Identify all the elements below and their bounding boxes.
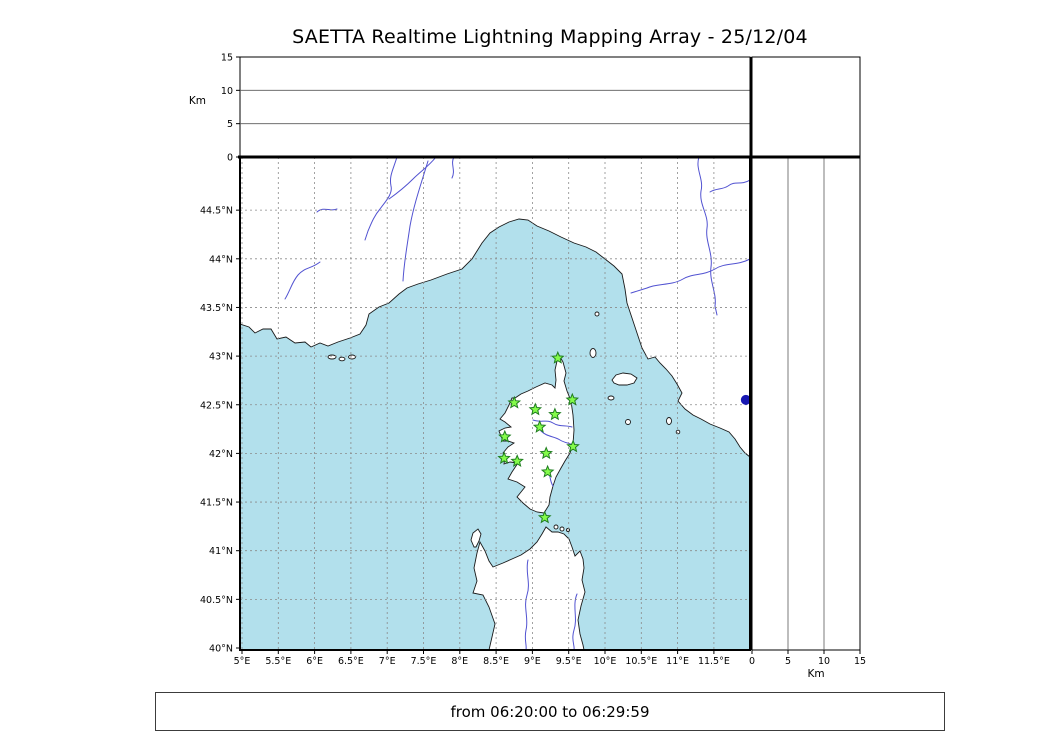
lma-station-marker <box>532 420 547 433</box>
plot-title: SAETTA Realtime Lightning Mapping Array … <box>292 26 808 48</box>
corner-panel <box>751 56 861 158</box>
km-tick-label: 5 <box>227 119 233 130</box>
river-small <box>451 157 455 179</box>
lat-tick-label: 43°N <box>209 352 233 363</box>
river-durance-branch <box>388 157 437 200</box>
axis-ticks-and-labels: 5°E 5.5°E 6°E 6.5°E 7°E 7.5°E 8°E 8.5°E 9°E 9.5°E… <box>200 53 866 668</box>
lon-tick-label: 5.5°E <box>265 656 291 667</box>
lon-tick-label: 11°E <box>666 656 689 667</box>
landmass-sardinia <box>472 526 586 650</box>
island-elba <box>611 372 638 386</box>
altitude-longitude-panel <box>239 56 751 158</box>
altitude-latitude-panel <box>751 156 861 651</box>
km-tick-label: 0 <box>749 656 755 667</box>
island-giglio <box>666 417 672 425</box>
island-maddalena <box>566 528 570 532</box>
altitude-panel-gridlines <box>240 89 750 125</box>
event-markers <box>740 394 750 405</box>
km-tick-label: 10 <box>221 86 233 97</box>
km-tick-label: 15 <box>221 53 233 64</box>
lma-station-marker <box>507 395 522 409</box>
lma-station-marker <box>510 454 524 467</box>
lightning-event-marker <box>740 394 750 405</box>
river-tavignano <box>540 430 574 446</box>
lat-tick-label: 40.5°N <box>200 595 233 606</box>
lma-station-marker <box>528 402 543 416</box>
island-capraia <box>589 348 597 358</box>
km-tick-label: 0 <box>227 153 233 164</box>
km-tick-label: 5 <box>785 656 791 667</box>
lma-station-marker <box>537 510 552 524</box>
river-rhone-segment <box>284 261 321 300</box>
lon-tick-label: 8.5°E <box>483 656 509 667</box>
island-hyeres <box>327 354 337 360</box>
island-gorgona <box>594 311 600 317</box>
right-km-axis-label: Km <box>807 668 824 680</box>
lon-tick-label: 5°E <box>234 656 251 667</box>
altitude-panel-gridlines <box>787 157 825 650</box>
island-giannutri <box>675 429 681 435</box>
island-hyeres <box>338 356 346 362</box>
time-range-text: from 06:20:00 to 06:29:59 <box>450 702 650 721</box>
lon-tick-label: 11.5°E <box>698 656 730 667</box>
lma-station-marker <box>551 350 565 364</box>
lat-tick-label: 41.5°N <box>200 498 233 509</box>
lon-tick-label: 10.5°E <box>625 656 657 667</box>
river-arno <box>630 258 750 294</box>
map-gridlines <box>240 157 750 650</box>
lma-station-marker <box>498 429 512 443</box>
river-sardinia-east <box>572 593 578 650</box>
river-var <box>402 160 429 282</box>
island-maddalena <box>559 526 565 532</box>
island-pianosa <box>607 395 615 401</box>
lma-station-marker <box>566 439 580 453</box>
island-maddalena <box>553 524 559 530</box>
lma-station-marker <box>565 392 580 406</box>
river-segment <box>316 208 338 213</box>
lon-tick-label: 6°E <box>306 656 323 667</box>
lat-tick-label: 44°N <box>209 254 233 265</box>
river-durance-upper <box>364 157 398 241</box>
lon-tick-label: 8°E <box>451 656 468 667</box>
lon-tick-label: 7°E <box>379 656 396 667</box>
lma-station-marker <box>548 407 562 421</box>
island-hyeres <box>348 354 356 360</box>
lon-tick-label: 9°E <box>524 656 541 667</box>
island-asinara <box>470 528 482 548</box>
lat-tick-label: 44.5°N <box>200 206 233 217</box>
river-tributary <box>709 179 750 193</box>
lon-tick-label: 10°E <box>594 656 617 667</box>
landmass-corsica <box>498 353 575 514</box>
top-km-axis-label: Km <box>189 95 206 107</box>
map-area <box>240 157 750 650</box>
river-coghinas <box>524 559 529 650</box>
lma-station-marker <box>497 451 511 465</box>
island-montecristo <box>625 419 631 425</box>
lat-tick-label: 42°N <box>209 449 233 460</box>
km-tick-label: 15 <box>854 656 866 667</box>
lon-tick-label: 7.5°E <box>411 656 437 667</box>
km-tick-label: 10 <box>818 656 830 667</box>
time-range-box: from 06:20:00 to 06:29:59 <box>155 692 945 731</box>
river-tiber <box>697 157 718 316</box>
lma-station-marker <box>539 446 553 460</box>
lat-tick-label: 41°N <box>209 546 233 557</box>
lon-tick-label: 9.5°E <box>556 656 582 667</box>
station-markers <box>497 350 580 524</box>
lat-tick-label: 43.5°N <box>200 303 233 314</box>
lma-station-marker <box>540 464 555 478</box>
lon-tick-label: 6.5°E <box>338 656 364 667</box>
lat-tick-label: 40°N <box>209 644 233 655</box>
lat-tick-label: 42.5°N <box>200 400 233 411</box>
